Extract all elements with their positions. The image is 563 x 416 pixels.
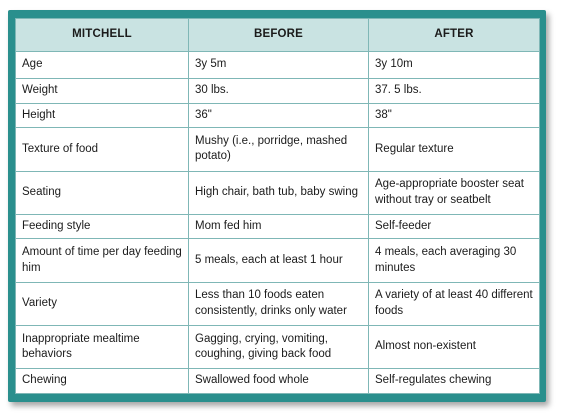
table-row: Height 36" 38"	[15, 102, 540, 129]
table-row: Chewing Swallowed food whole Self-regula…	[15, 368, 540, 394]
after-cell: Self-regulates chewing	[368, 368, 540, 394]
table-row: Weight 30 lbs. 37. 5 lbs.	[15, 78, 540, 104]
after-cell: Regular texture	[368, 127, 540, 172]
comparison-table: MITCHELL BEFORE AFTER Age 3y 5m 3y 10m W…	[15, 18, 540, 394]
after-cell: 37. 5 lbs.	[368, 78, 540, 104]
row-label: Texture of food	[15, 127, 189, 172]
before-cell: Swallowed food whole	[188, 368, 369, 394]
before-cell: 36"	[188, 102, 369, 129]
after-cell: 3y 10m	[368, 51, 540, 79]
after-cell: 38"	[368, 102, 540, 129]
row-label: Seating	[15, 170, 189, 215]
before-cell: 30 lbs.	[188, 78, 369, 104]
row-label: Weight	[15, 78, 189, 104]
header-before: BEFORE	[188, 18, 369, 52]
before-cell: Less than 10 foods eaten consistently, d…	[188, 281, 369, 327]
header-mitchell: MITCHELL	[15, 18, 189, 52]
after-cell: Almost non-existent	[368, 325, 540, 370]
row-label: Height	[15, 102, 189, 129]
row-label: Feeding style	[15, 213, 189, 240]
before-cell: Mom fed him	[188, 213, 369, 240]
header-row: MITCHELL BEFORE AFTER	[15, 18, 540, 52]
table-row: Variety Less than 10 foods eaten consist…	[15, 281, 540, 327]
before-cell: 3y 5m	[188, 51, 369, 79]
after-cell: Age-appropriate booster seat without tra…	[368, 170, 540, 215]
after-cell: Self-feeder	[368, 213, 540, 240]
table-row: Seating High chair, bath tub, baby swing…	[15, 170, 540, 215]
header-after: AFTER	[368, 18, 540, 52]
table-row: Texture of food Mushy (i.e., porridge, m…	[15, 127, 540, 172]
before-cell: 5 meals, each at least 1 hour	[188, 238, 369, 283]
table-row: Age 3y 5m 3y 10m	[15, 51, 540, 79]
table-row: Feeding style Mom fed him Self-feeder	[15, 213, 540, 240]
row-label: Amount of time per day feeding him	[15, 238, 189, 283]
before-cell: High chair, bath tub, baby swing	[188, 170, 369, 215]
row-label: Inappropriate mealtime behaviors	[15, 325, 189, 370]
after-cell: 4 meals, each averaging 30 minutes	[368, 238, 540, 283]
row-label: Age	[15, 51, 189, 79]
after-cell: A variety of at least 40 different foods	[368, 281, 540, 327]
before-cell: Gagging, crying, vomiting, coughing, giv…	[188, 325, 369, 370]
table-frame: MITCHELL BEFORE AFTER Age 3y 5m 3y 10m W…	[8, 10, 546, 402]
before-cell: Mushy (i.e., porridge, mashed potato)	[188, 127, 369, 172]
table-row: Inappropriate mealtime behaviors Gagging…	[15, 325, 540, 370]
row-label: Chewing	[15, 368, 189, 394]
table-row: Amount of time per day feeding him 5 mea…	[15, 238, 540, 283]
row-label: Variety	[15, 281, 189, 327]
